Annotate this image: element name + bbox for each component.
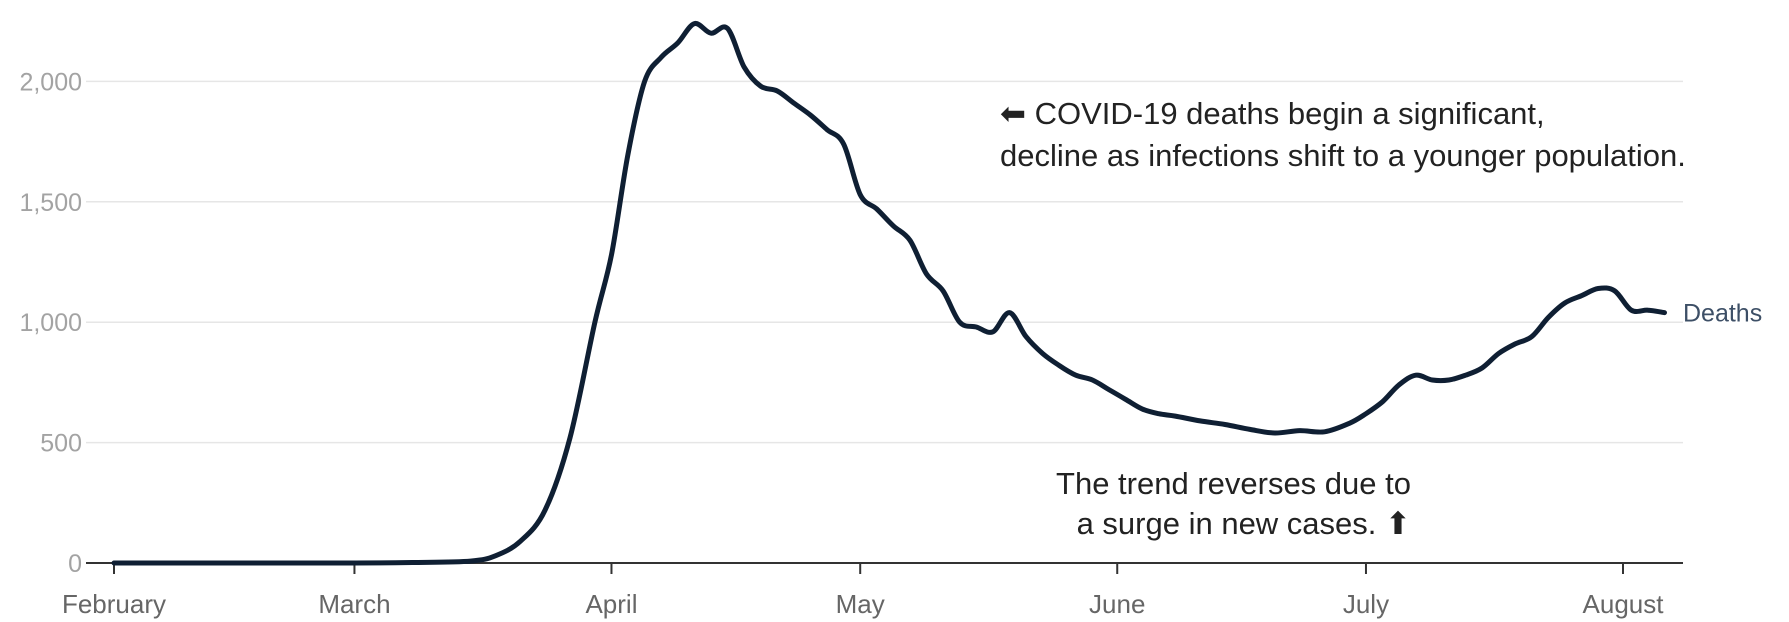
x-tick-label: May	[836, 589, 885, 619]
x-tick-label: April	[585, 589, 637, 619]
x-tick-label: March	[318, 589, 390, 619]
x-tick-label: August	[1583, 589, 1665, 619]
y-tick-label: 2,000	[19, 68, 82, 96]
x-tick-label: February	[62, 589, 166, 619]
x-tick-label: June	[1089, 589, 1145, 619]
x-tick-label: July	[1343, 589, 1389, 619]
gridlines	[86, 80, 1683, 444]
annotation-reverse-line-2: a surge in new cases. ⬆	[1077, 506, 1411, 541]
annotation-decline-line-2: decline as infections shift to a younger…	[1000, 138, 1686, 173]
y-tick-label: 500	[40, 430, 82, 458]
y-tick-label: 1,500	[19, 189, 82, 217]
y-axis-tick-labels: 0 500 1,000 1,500 2,000	[19, 68, 82, 578]
series-label-deaths: Deaths	[1683, 300, 1762, 328]
annotation-decline-line-1: ⬅ COVID-19 deaths begin a significant,	[1000, 96, 1545, 131]
y-tick-label: 1,000	[19, 309, 82, 337]
x-axis-ticks: February March April May June July August	[62, 563, 1664, 619]
y-tick-label: 0	[68, 550, 82, 578]
annotation-reverse-line-1: The trend reverses due to	[1056, 466, 1411, 501]
series-line-deaths	[111, 21, 1667, 566]
